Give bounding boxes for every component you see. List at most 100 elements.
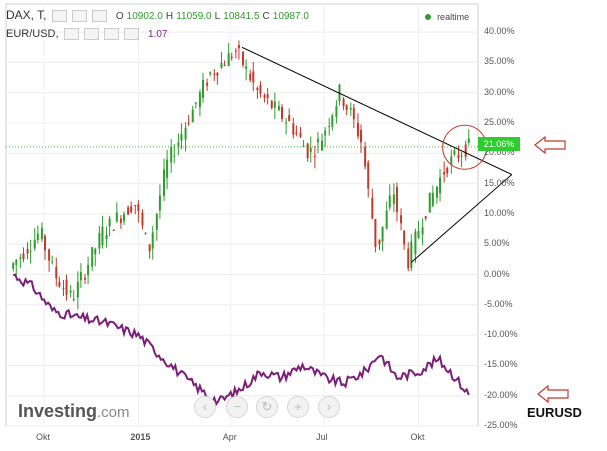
candle-body (101, 226, 104, 246)
candle-body (216, 72, 219, 76)
close-label: C (262, 11, 270, 22)
candle-body (431, 192, 434, 206)
candle-body (324, 130, 327, 136)
candle-body (335, 106, 338, 118)
scroll-right-button[interactable]: › (318, 396, 340, 418)
realtime-label: realtime (437, 12, 470, 22)
dropdown-icon[interactable] (63, 28, 79, 41)
close-value: 10987.0 (272, 11, 309, 22)
candle-body (234, 50, 237, 52)
reset-button[interactable]: ↻ (256, 396, 278, 418)
candle-body (428, 192, 431, 213)
candle-body (115, 212, 118, 222)
candle-body (266, 94, 269, 99)
y-tick-label: -25.00% (484, 420, 518, 430)
overlay-value: 1.07 (147, 29, 168, 40)
y-tick-label: 40.00% (484, 26, 515, 37)
current-value-badge: 21.06% (478, 137, 520, 151)
close-icon[interactable] (123, 28, 139, 41)
candle-body (460, 155, 463, 157)
y-tick-label: -10.00% (484, 329, 518, 340)
candle-body (259, 84, 262, 94)
candle-body (424, 216, 427, 219)
candle-body (76, 281, 79, 298)
candle-body (198, 92, 201, 108)
open-value: 10902.0 (126, 11, 163, 22)
dropdown-icon[interactable] (51, 10, 67, 23)
candle-body (450, 156, 453, 165)
candle-body (414, 231, 417, 255)
candle-body (227, 53, 230, 66)
eye-icon[interactable] (71, 10, 87, 23)
candle-body (378, 239, 381, 245)
candle-body (328, 125, 331, 128)
candle-body (144, 232, 147, 234)
candle-body (98, 233, 101, 249)
candle-body (213, 73, 216, 75)
candle-body (313, 155, 316, 157)
eye-icon[interactable] (83, 28, 99, 41)
candle-body (395, 186, 398, 213)
candle-body (43, 235, 46, 251)
candle-body (58, 281, 61, 287)
candle-body (364, 146, 367, 167)
candle-body (270, 100, 273, 109)
realtime-indicator: realtime (425, 11, 469, 23)
candle-body (209, 72, 212, 75)
candle-body (105, 234, 108, 240)
candle-body (371, 197, 374, 219)
candle-body (443, 172, 446, 175)
candle-body (256, 87, 259, 91)
candle-body (62, 288, 65, 290)
y-tick-label: 30.00% (484, 86, 515, 97)
candle-body (191, 109, 194, 123)
candle-body (407, 248, 410, 269)
open-label: O (115, 11, 124, 22)
candle-body (48, 249, 51, 261)
candle-body (352, 108, 355, 120)
candle-body (163, 169, 166, 196)
low-label: L (214, 11, 221, 22)
y-tick-label: -15.00% (484, 359, 518, 370)
candle-body (381, 226, 384, 242)
candle-body (79, 272, 82, 281)
scroll-left-button[interactable]: ‹ (194, 396, 216, 418)
x-tick-label: Okt (35, 432, 50, 442)
candle-body (288, 115, 291, 121)
candle-body (273, 101, 276, 108)
candle-body (55, 266, 58, 279)
eurusd-series-line (13, 273, 470, 407)
candle-body (187, 123, 190, 125)
candle-body (87, 265, 90, 276)
candle-body (15, 259, 18, 266)
candle-body (202, 80, 205, 98)
candle-body (417, 230, 420, 238)
y-tick-label: 15.00% (484, 177, 515, 188)
y-tick-label: -20.00% (484, 389, 518, 400)
zoom-in-button[interactable]: + (287, 396, 309, 418)
settings-icon[interactable] (103, 28, 119, 41)
candle-body (230, 56, 233, 59)
zoom-toolbar: ‹ − ↻ + › (194, 394, 346, 418)
candle-body (349, 108, 352, 110)
settings-icon[interactable] (91, 10, 107, 23)
candle-body (309, 148, 312, 152)
x-tick-label: Apr (222, 432, 237, 442)
zoom-out-button[interactable]: − (226, 396, 248, 418)
candle-body (29, 251, 32, 253)
candle-body (392, 194, 395, 204)
y-tick-label: 10.00% (484, 207, 515, 218)
candle-body (467, 138, 470, 143)
candle-body (91, 247, 94, 267)
candle-body (400, 215, 403, 224)
candle-body (137, 204, 140, 212)
candle-body (295, 132, 298, 134)
candle-body (220, 62, 223, 68)
candle-body (123, 214, 125, 222)
candle-body (36, 233, 39, 240)
candle-body (374, 219, 377, 247)
candle-body (281, 107, 284, 120)
candle-body (306, 143, 309, 159)
y-tick-label: 5.00% (484, 238, 510, 249)
